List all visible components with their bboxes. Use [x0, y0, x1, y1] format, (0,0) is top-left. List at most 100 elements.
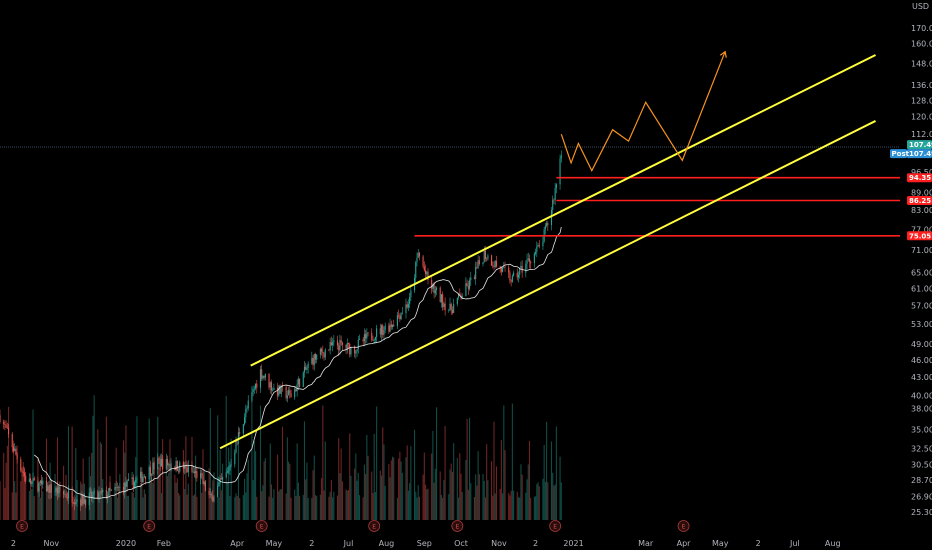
candle-body[interactable]: [358, 339, 361, 341]
candle-body[interactable]: [396, 315, 398, 327]
candle-body[interactable]: [417, 252, 419, 258]
earnings-marker[interactable]: [451, 520, 464, 532]
candle-body[interactable]: [433, 284, 435, 294]
candle-body[interactable]: [201, 473, 203, 476]
candle-body[interactable]: [526, 259, 528, 264]
candle-body[interactable]: [294, 389, 296, 398]
candle-body[interactable]: [15, 448, 17, 455]
candle-body[interactable]: [384, 325, 386, 330]
candle-body[interactable]: [513, 272, 515, 276]
candle-body[interactable]: [422, 256, 424, 267]
candle-body[interactable]: [389, 324, 391, 332]
candle-body[interactable]: [133, 482, 136, 489]
candle-body[interactable]: [316, 354, 318, 360]
candle-body[interactable]: [92, 494, 94, 499]
candle-body[interactable]: [74, 503, 76, 505]
candle-body[interactable]: [554, 187, 556, 200]
candle-body[interactable]: [100, 491, 103, 493]
candle-body[interactable]: [528, 258, 531, 262]
candle-body[interactable]: [340, 340, 342, 343]
candle-body[interactable]: [23, 473, 26, 476]
candle-body[interactable]: [268, 373, 270, 388]
candle-body[interactable]: [228, 470, 230, 472]
candle-body[interactable]: [16, 454, 18, 460]
candle-body[interactable]: [560, 155, 562, 159]
candle-body[interactable]: [313, 353, 315, 366]
candle-body[interactable]: [367, 332, 369, 334]
candle-body[interactable]: [192, 471, 194, 473]
candle-body[interactable]: [102, 489, 104, 493]
candle-body[interactable]: [482, 262, 484, 265]
candle-body[interactable]: [492, 265, 494, 267]
candle-body[interactable]: [365, 334, 367, 339]
candle-body[interactable]: [21, 470, 23, 472]
candle-body[interactable]: [127, 479, 129, 481]
candle-body[interactable]: [209, 494, 211, 495]
candle-body[interactable]: [76, 499, 78, 503]
time-axis[interactable]: 2 Nov 2020 Feb Apr May 2 Jul Aug Sep Oct Nov 2 2021 Ma…: [11, 539, 841, 548]
candle-body[interactable]: [453, 304, 455, 313]
candle-body[interactable]: [516, 272, 518, 278]
candle-body[interactable]: [37, 480, 39, 492]
candle-body[interactable]: [261, 369, 263, 379]
candle-body[interactable]: [118, 487, 120, 488]
candle-body[interactable]: [108, 487, 110, 496]
candle-body[interactable]: [169, 464, 171, 468]
candle-body[interactable]: [186, 467, 188, 473]
candle-body[interactable]: [405, 304, 407, 314]
candle-body[interactable]: [328, 349, 330, 351]
candle-body[interactable]: [81, 494, 83, 506]
candle-body[interactable]: [162, 458, 164, 469]
candle-body[interactable]: [285, 387, 287, 399]
candle-body[interactable]: [476, 267, 478, 268]
candle-body[interactable]: [196, 471, 198, 478]
candle-body[interactable]: [91, 491, 93, 499]
candle-body[interactable]: [252, 389, 254, 393]
candle-body[interactable]: [255, 383, 257, 389]
candle-body[interactable]: [280, 386, 282, 394]
candle-body[interactable]: [119, 487, 121, 488]
candle-body[interactable]: [54, 491, 56, 493]
trend-channel[interactable]: [219, 54, 876, 450]
candle-body[interactable]: [8, 428, 10, 435]
candle-body[interactable]: [346, 342, 348, 349]
candle-body[interactable]: [423, 266, 425, 271]
candle-body[interactable]: [237, 432, 240, 440]
candle-body[interactable]: [105, 489, 107, 498]
candle-body[interactable]: [220, 478, 222, 480]
candle-body[interactable]: [218, 482, 220, 487]
candle-body[interactable]: [246, 408, 248, 409]
candle-body[interactable]: [38, 483, 40, 492]
candle-body[interactable]: [473, 277, 476, 279]
candle-body[interactable]: [184, 465, 186, 469]
candle-body[interactable]: [388, 325, 390, 332]
candle-body[interactable]: [47, 485, 49, 492]
candle-body[interactable]: [330, 342, 332, 346]
candle-body[interactable]: [311, 357, 313, 364]
candle-body[interactable]: [212, 495, 214, 502]
channel-line[interactable]: [250, 54, 876, 367]
candle-body[interactable]: [504, 266, 506, 268]
candle-body[interactable]: [244, 417, 246, 425]
candle-body[interactable]: [319, 349, 321, 355]
candle-body[interactable]: [398, 315, 400, 316]
candle-body[interactable]: [208, 490, 210, 495]
candle-body[interactable]: [495, 261, 498, 267]
candle-body[interactable]: [322, 351, 324, 354]
candle-body[interactable]: [42, 480, 44, 485]
candle-body[interactable]: [64, 493, 66, 495]
candle-body[interactable]: [362, 339, 364, 342]
candle-body[interactable]: [247, 400, 249, 409]
candle-body[interactable]: [400, 313, 402, 320]
candle-body[interactable]: [449, 303, 451, 310]
candle-body[interactable]: [191, 465, 193, 472]
candle-body[interactable]: [141, 471, 143, 483]
candle-body[interactable]: [75, 502, 77, 505]
candle-body[interactable]: [355, 351, 357, 354]
candle-body[interactable]: [157, 458, 159, 470]
candle-body[interactable]: [49, 484, 51, 494]
candle-body[interactable]: [406, 304, 408, 308]
candle-body[interactable]: [131, 477, 133, 480]
candle-body[interactable]: [444, 303, 446, 311]
